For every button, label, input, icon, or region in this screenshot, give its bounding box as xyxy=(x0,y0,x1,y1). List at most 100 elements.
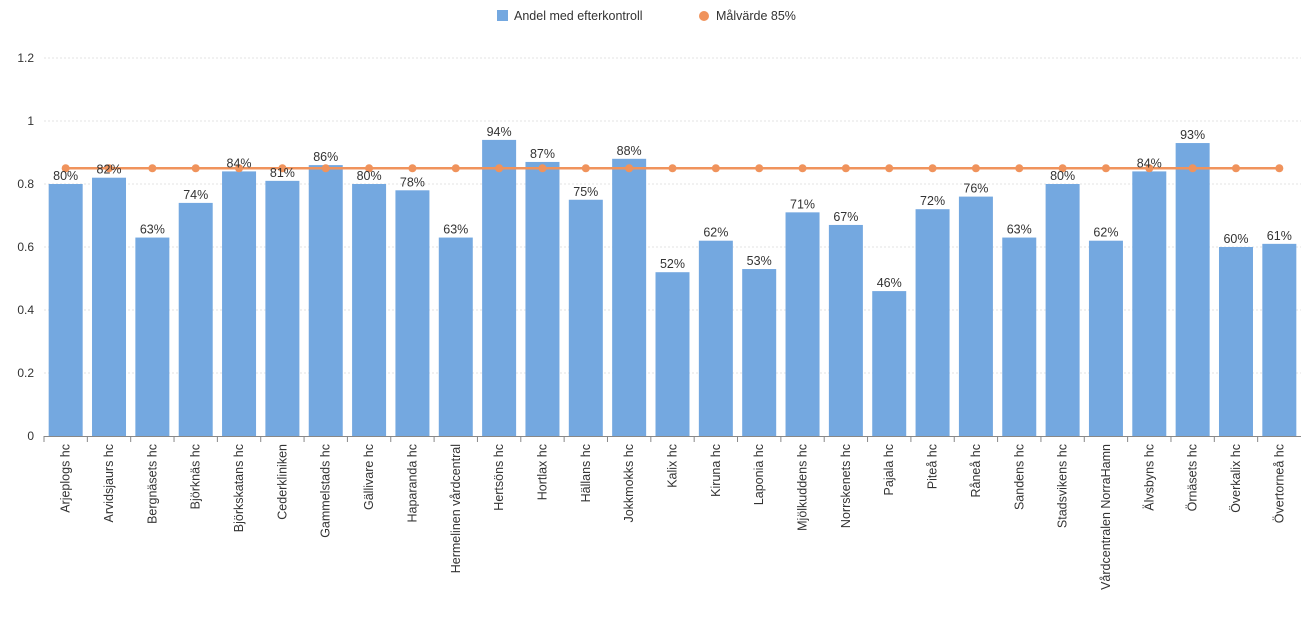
target-point xyxy=(885,164,894,173)
data-label: 52% xyxy=(660,257,685,271)
target-point xyxy=(711,164,720,173)
y-tick-label: 1.2 xyxy=(17,51,34,65)
bar xyxy=(1002,237,1037,436)
data-label: 72% xyxy=(920,194,945,208)
target-point xyxy=(755,164,764,173)
target-point xyxy=(1058,164,1067,173)
bar xyxy=(958,196,993,436)
x-tick-label: Norrskenets hc xyxy=(839,444,853,528)
bar xyxy=(482,139,517,436)
target-point xyxy=(278,164,287,173)
target-point xyxy=(1231,164,1240,173)
bar xyxy=(308,165,343,436)
x-tick-label: Björknäs hc xyxy=(189,444,203,509)
data-label: 80% xyxy=(1050,169,1075,183)
x-tick-label: Råneå hc xyxy=(969,444,983,498)
target-point xyxy=(625,164,634,173)
x-tick-label: Arvidsjaurs hc xyxy=(102,444,116,523)
bar xyxy=(1262,243,1297,436)
data-label: 84% xyxy=(227,156,252,170)
target-point xyxy=(1275,164,1284,173)
x-tick-label: Haparanda hc xyxy=(405,444,419,523)
data-label: 71% xyxy=(790,197,815,211)
data-label: 63% xyxy=(1007,223,1032,237)
y-tick-label: 0.8 xyxy=(17,177,34,191)
bar xyxy=(265,180,300,436)
bar xyxy=(222,171,257,436)
target-point xyxy=(451,164,460,173)
bar xyxy=(742,269,777,436)
target-point xyxy=(148,164,157,173)
data-label: 61% xyxy=(1267,229,1292,243)
x-tick-label: Hertsöns hc xyxy=(492,444,506,511)
bar xyxy=(568,199,603,436)
bar xyxy=(1175,143,1210,437)
bar xyxy=(48,184,83,436)
y-tick-label: 1 xyxy=(27,114,34,128)
data-label: 87% xyxy=(530,147,555,161)
data-label: 46% xyxy=(877,276,902,290)
x-tick-label: Björkskatans hc xyxy=(232,444,246,532)
data-label: 80% xyxy=(53,169,78,183)
data-label: 81% xyxy=(270,166,295,180)
x-tick-label: Mjölkuddens hc xyxy=(796,444,810,531)
bar xyxy=(395,190,430,436)
data-labels: 80% 82% 63% 74% 84% 81% 86% 80% 78% 63% 94% 87% 75% 8… xyxy=(53,125,1292,290)
bar xyxy=(785,212,820,436)
data-label: 84% xyxy=(1137,156,1162,170)
data-label: 74% xyxy=(183,188,208,202)
target-point xyxy=(581,164,590,173)
target-point xyxy=(1188,164,1197,173)
bars xyxy=(48,139,1297,437)
x-tick-label: Övertorneå hc xyxy=(1272,444,1286,523)
data-label: 63% xyxy=(443,223,468,237)
target-point xyxy=(1145,164,1154,173)
data-label: 80% xyxy=(357,169,382,183)
data-label: 60% xyxy=(1223,232,1248,246)
x-tick-label: Kalix hc xyxy=(666,444,680,488)
bar xyxy=(438,237,473,436)
x-tick-label: Örnäsets hc xyxy=(1186,444,1200,511)
bar xyxy=(1045,184,1080,436)
x-tick-label: Sandens hc xyxy=(1012,444,1026,510)
target-point xyxy=(495,164,504,173)
legend-label-line: Målvärde 85% xyxy=(716,9,796,23)
x-tick-label: Pajala hc xyxy=(882,444,896,495)
bar xyxy=(1218,247,1253,436)
data-label: 94% xyxy=(487,125,512,139)
data-label: 82% xyxy=(97,163,122,177)
data-label: 76% xyxy=(963,182,988,196)
data-label: 63% xyxy=(140,223,165,237)
bar xyxy=(612,158,647,437)
target-point xyxy=(668,164,677,173)
x-tick-label: Vårdcentralen NorraHamn xyxy=(1099,444,1113,590)
target-point xyxy=(1015,164,1024,173)
bar xyxy=(828,224,863,436)
x-tick-label: Gammelstads hc xyxy=(319,444,333,538)
target-point xyxy=(971,164,980,173)
y-tick-label: 0.6 xyxy=(17,240,34,254)
data-label: 67% xyxy=(833,210,858,224)
bar xyxy=(915,209,950,436)
bar xyxy=(655,272,690,436)
data-label: 88% xyxy=(617,144,642,158)
target-point xyxy=(798,164,807,173)
legend: Andel med efterkontroll Målvärde 85% xyxy=(497,9,796,23)
data-label: 93% xyxy=(1180,128,1205,142)
bar xyxy=(698,240,733,436)
legend-swatch-bar xyxy=(497,10,508,21)
x-tick-label: Arjeplogs hc xyxy=(59,444,73,513)
x-axis-labels: Arjeplogs hc Arvidsjaurs hc Bergnäsets hc B… xyxy=(59,444,1287,590)
target-point xyxy=(365,164,374,173)
target-point xyxy=(191,164,200,173)
x-tick-label: Laponia hc xyxy=(752,444,766,505)
x-tick-label: Hermelinen vårdcentral xyxy=(449,444,463,573)
bar xyxy=(352,184,387,436)
legend-label-bar: Andel med efterkontroll xyxy=(514,9,643,23)
target-line xyxy=(61,164,1284,173)
bar xyxy=(135,237,170,436)
y-axis: 0 0.2 0.4 0.6 0.8 1 1.2 xyxy=(17,51,34,443)
target-point xyxy=(408,164,417,173)
bar xyxy=(1088,240,1123,436)
